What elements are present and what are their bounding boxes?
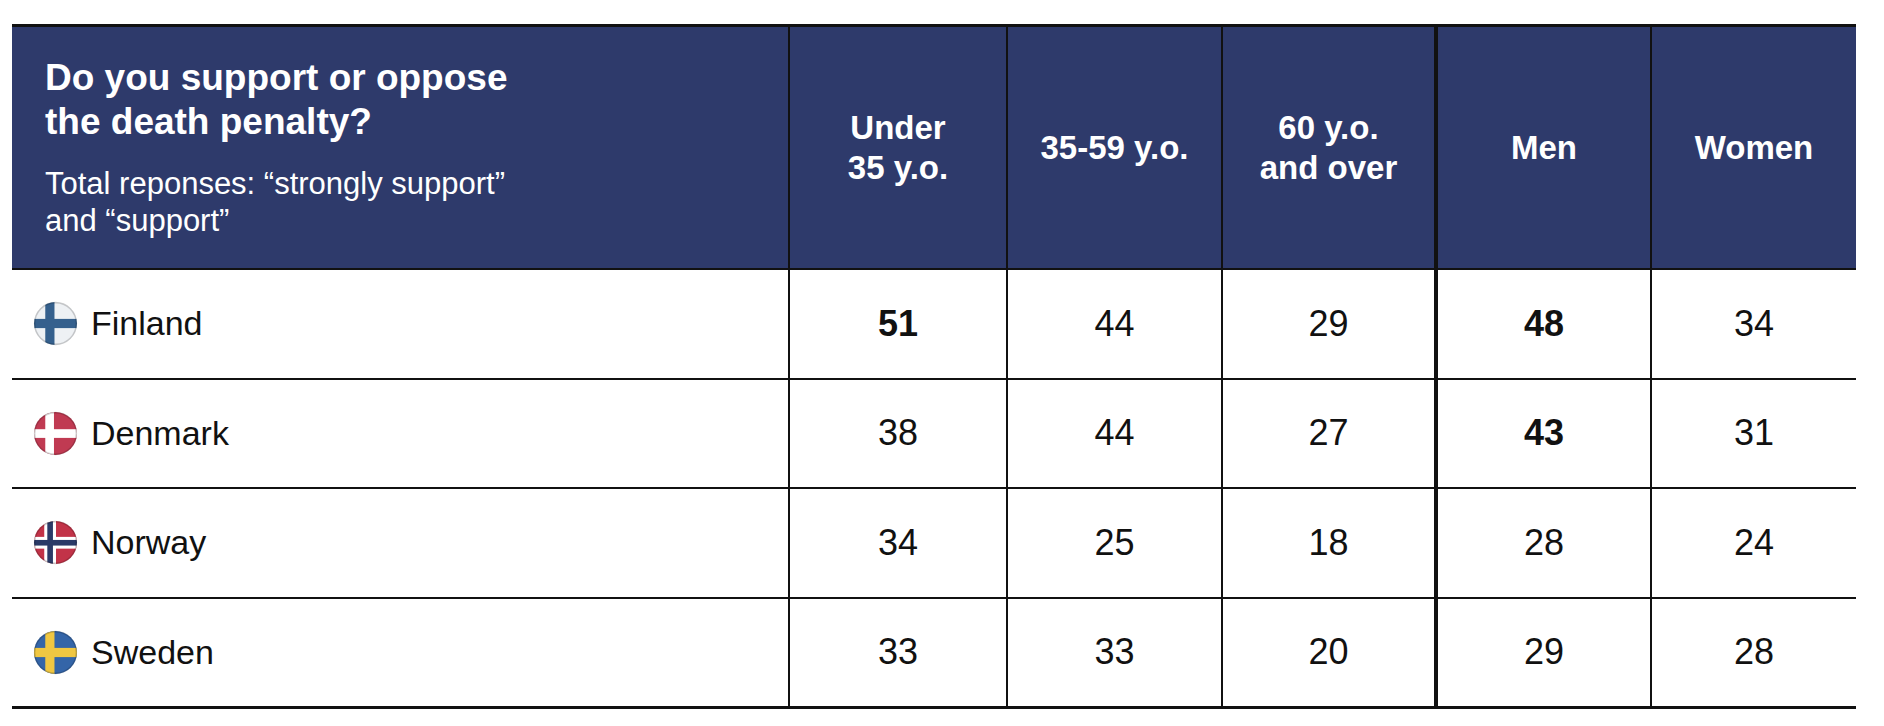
column-header-under-35: Under 35 y.o. bbox=[790, 27, 1008, 268]
cell-finland-60-over: 29 bbox=[1223, 268, 1434, 378]
column-header-men: Men bbox=[1434, 27, 1652, 268]
country-label: Denmark bbox=[91, 414, 229, 453]
table-row-norway: Norway bbox=[12, 487, 790, 597]
table-title-cell: Do you support or oppose the death penal… bbox=[12, 27, 790, 268]
sweden-flag-icon bbox=[33, 630, 78, 675]
cell-norway-women: 24 bbox=[1652, 487, 1856, 597]
country-label: Sweden bbox=[91, 633, 214, 672]
cell-finland-women: 34 bbox=[1652, 268, 1856, 378]
cell-norway-35-59: 25 bbox=[1008, 487, 1223, 597]
table-title: Do you support or oppose the death penal… bbox=[45, 56, 728, 145]
column-header-60-and-over: 60 y.o. and over bbox=[1223, 27, 1434, 268]
cell-denmark-under-35: 38 bbox=[790, 378, 1008, 488]
cell-denmark-35-59: 44 bbox=[1008, 378, 1223, 488]
column-header-women: Women bbox=[1652, 27, 1856, 268]
column-header-35-59: 35-59 y.o. bbox=[1008, 27, 1223, 268]
table-subtitle: Total reponses: “strongly support” and “… bbox=[45, 165, 728, 239]
table-row-finland: Finland bbox=[12, 268, 790, 378]
cell-finland-under-35: 51 bbox=[790, 268, 1008, 378]
table-row-sweden: Sweden bbox=[12, 597, 790, 707]
cell-denmark-men: 43 bbox=[1434, 378, 1652, 488]
norway-flag-icon bbox=[33, 520, 78, 565]
cell-denmark-60-over: 27 bbox=[1223, 378, 1434, 488]
cell-sweden-men: 29 bbox=[1434, 597, 1652, 707]
denmark-flag-icon bbox=[33, 411, 78, 456]
cell-norway-60-over: 18 bbox=[1223, 487, 1434, 597]
cell-finland-35-59: 44 bbox=[1008, 268, 1223, 378]
cell-sweden-35-59: 33 bbox=[1008, 597, 1223, 707]
cell-sweden-women: 28 bbox=[1652, 597, 1856, 707]
cell-denmark-women: 31 bbox=[1652, 378, 1856, 488]
country-label: Norway bbox=[91, 523, 206, 562]
country-label: Finland bbox=[91, 304, 203, 343]
cell-norway-men: 28 bbox=[1434, 487, 1652, 597]
cell-norway-under-35: 34 bbox=[790, 487, 1008, 597]
cell-sweden-under-35: 33 bbox=[790, 597, 1008, 707]
cell-finland-men: 48 bbox=[1434, 268, 1652, 378]
cell-sweden-60-over: 20 bbox=[1223, 597, 1434, 707]
death-penalty-survey-table: Do you support or oppose the death penal… bbox=[12, 24, 1856, 709]
table-row-denmark: Denmark bbox=[12, 378, 790, 488]
finland-flag-icon bbox=[33, 301, 78, 346]
survey-table-page: Do you support or oppose the death penal… bbox=[0, 0, 1884, 726]
